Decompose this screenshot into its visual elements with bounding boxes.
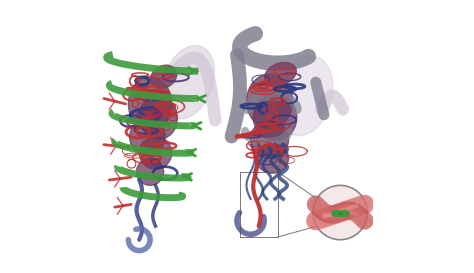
Ellipse shape <box>128 77 172 131</box>
Ellipse shape <box>246 74 292 128</box>
Ellipse shape <box>277 56 333 136</box>
Ellipse shape <box>130 118 165 155</box>
Ellipse shape <box>162 46 215 119</box>
Circle shape <box>313 185 367 240</box>
Ellipse shape <box>139 136 172 169</box>
Ellipse shape <box>151 65 177 88</box>
Ellipse shape <box>137 158 164 185</box>
Ellipse shape <box>253 94 297 141</box>
Ellipse shape <box>251 120 289 158</box>
Ellipse shape <box>264 63 296 86</box>
Ellipse shape <box>139 96 177 139</box>
Ellipse shape <box>256 143 289 173</box>
